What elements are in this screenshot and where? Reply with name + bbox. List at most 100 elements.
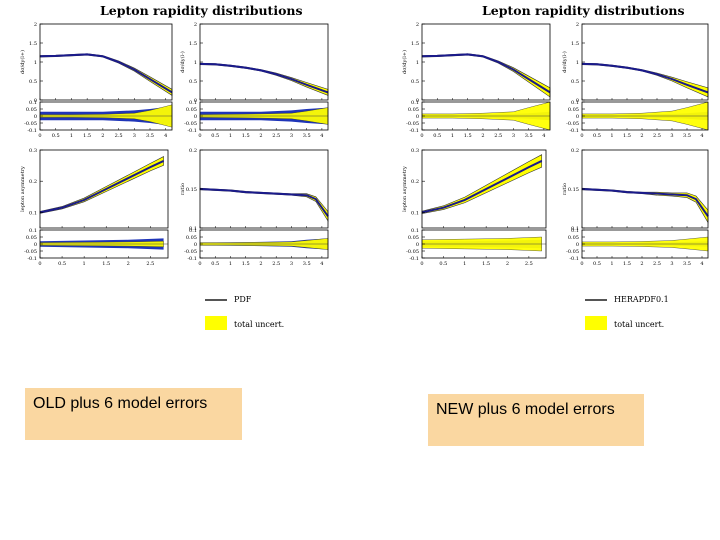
y-tick-label: 0.5 [189,79,197,85]
y-tick-label: 0 [34,98,37,104]
uncertainty-band [421,154,543,215]
y-tick-label: 0 [194,98,197,104]
x-tick-label: 0 [580,133,583,139]
x-tick-label: 2 [640,261,643,267]
caption-old: OLD plus 6 model errors [25,388,242,440]
y-tick-label: -0.1 [187,256,197,262]
figure-title: Lepton rapidity distributions [100,3,303,18]
y-tick-label: 0.5 [411,79,419,85]
y-tick-label: 0.05 [408,235,419,241]
x-tick-label: 2 [640,133,643,139]
series-line [199,188,329,217]
x-tick-label: 3 [290,133,293,139]
x-tick-label: 3.5 [146,133,154,139]
panel-top-right: 0 0.5 1 1.5 2 dσ/dy(l-) [179,22,329,104]
y-tick-label: -0.1 [27,256,37,262]
y-tick-label: 1.5 [411,41,419,47]
x-tick-label: 3.5 [683,133,691,139]
plot-frame [421,23,551,101]
y-tick-label: -0.05 [406,249,419,255]
uncertainty-band [39,53,173,96]
y-tick-label: 0 [194,114,197,120]
y-tick-label: 0.5 [29,79,37,85]
x-tick-label: 2 [101,133,104,139]
panel-mid-right: 0.1 0.15 0.2 ratio [562,148,709,232]
y-tick-label: -0.1 [569,256,579,262]
x-tick-label: 2 [259,133,262,139]
x-tick-label: 2.5 [115,133,123,139]
chart-svg: 0 0.5 1 1.5 2 dσ/dy(l+) [19,22,173,104]
uncertainty-band [421,53,551,98]
x-tick-label: 3.5 [525,133,533,139]
x-tick-label: 2 [127,261,130,267]
x-tick-label: 2.5 [494,133,502,139]
y-tick-label: 2 [576,22,579,28]
x-tick-label: 2 [481,133,484,139]
y-tick-label: 0 [416,98,419,104]
x-tick-label: 0.5 [58,261,66,267]
x-tick-label: 0.5 [439,261,447,267]
x-tick-label: 4 [700,261,703,267]
y-tick-label: 0 [34,114,37,120]
y-tick-label: 0.1 [411,100,419,106]
series-line [581,188,709,217]
x-tick-label: 1 [463,261,466,267]
y-tick-label: -0.1 [187,128,197,134]
y-tick-label: 2 [416,22,419,28]
x-tick-label: 4 [164,133,167,139]
x-tick-label: 0 [420,261,423,267]
plot-frame [39,149,169,229]
x-tick-label: 2.5 [525,261,533,267]
x-tick-label: 2.5 [653,261,661,267]
panel-top-right: 0 0.5 1 1.5 2 dσ/dy(l-) [561,22,709,104]
y-tick-label: 0 [34,242,37,248]
y-tick-label: -0.05 [566,249,579,255]
x-tick-label: 0.5 [211,261,219,267]
x-tick-label: 0.5 [593,133,601,139]
panel-ratio-mid-right: -0.1 -0.05 0 0.05 0.1 0 0.5 1 1.5 2 2.5 3 3.5 4 [184,228,329,267]
x-tick-label: 3 [290,261,293,267]
y-tick-label: 0.3 [411,148,419,154]
y-tick-label: -0.1 [569,128,579,134]
x-tick-label: 1.5 [242,261,250,267]
x-tick-label: 1.5 [482,261,490,267]
chart-svg: 0.1 0.2 0.3 lepton asymmetry [20,148,169,229]
y-tick-label: -0.05 [184,121,197,127]
series-line [39,53,173,94]
x-tick-label: 4 [700,133,703,139]
x-tick-label: 1.5 [623,261,631,267]
y-axis-label: dσ/dy(l-) [561,51,568,73]
panel-top-left: 0 0.5 1 1.5 2 dσ/dy(l+) [19,22,173,104]
series-line [581,62,709,94]
y-tick-label: 1 [194,60,197,66]
x-tick-label: 1 [83,261,86,267]
x-tick-label: 3 [133,133,136,139]
chart-svg: 0.1 0.15 0.2 ratio [180,148,329,232]
y-tick-label: 0.05 [186,107,197,113]
panel-ratio-top-right: -0.1 -0.05 0 0.05 0.1 0 0.5 1 1.5 2 2.5 3 3.5 4 [566,100,709,139]
y-tick-label: 2 [194,22,197,28]
x-tick-label: 2.5 [272,261,280,267]
panel-ratio-mid-right: -0.1 -0.05 0 0.05 0.1 0 0.5 1 1.5 2 2.5 3 3.5 4 [566,228,709,267]
y-axis-label: dσ/dy(l-) [179,51,186,73]
x-tick-label: 0.5 [433,133,441,139]
panel-ratio-top-left: -0.1 -0.05 0 0.05 0.1 0 0.5 1 1.5 2 2.5 3 3.5 4 [24,100,173,139]
x-tick-label: 0.5 [52,133,60,139]
series-line [199,62,329,94]
x-tick-label: 1.5 [102,261,110,267]
x-tick-label: 3.5 [303,133,311,139]
legend-line-label: PDF [234,295,252,304]
x-tick-label: 0 [420,133,423,139]
legend-band-swatch [585,316,607,330]
x-tick-label: 3 [670,261,673,267]
y-tick-label: 0.1 [411,228,419,234]
y-tick-label: 0 [576,242,579,248]
series-line [39,160,165,214]
x-tick-label: 3 [512,133,515,139]
panel-ratio-mid-left: -0.1 -0.05 0 0.05 0.1 0 0.5 1 1.5 2 2.5 [406,228,547,267]
